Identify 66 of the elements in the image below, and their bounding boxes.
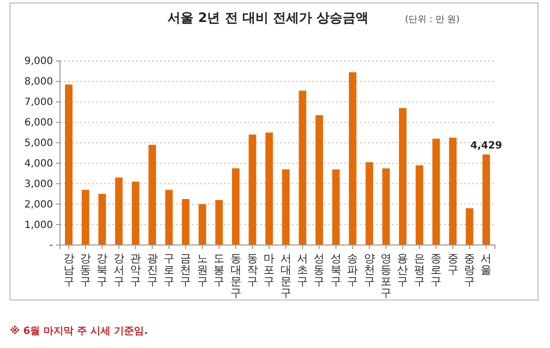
- x-tick-label: 성동구: [314, 252, 325, 288]
- x-tick-label: 동작구: [246, 252, 258, 288]
- bar: [232, 168, 240, 245]
- text: (단위 : 만 원): [405, 15, 460, 25]
- x-tick-label: 서울: [480, 252, 492, 276]
- x-tick-label: 강남구: [63, 252, 74, 288]
- y-tick-label: 1,000: [24, 220, 53, 231]
- y-tick-label: 9,000: [24, 56, 53, 68]
- x-tick-label: 동대문구: [230, 252, 242, 300]
- x-tick-label: 중구: [447, 252, 458, 276]
- text: ※ 6월 마지막 주 시세 기준임.: [10, 325, 148, 337]
- x-tick-label: 용산구: [397, 252, 408, 288]
- bar: [115, 178, 123, 245]
- x-tick-label: 노원구: [196, 252, 208, 288]
- bar: [282, 169, 290, 245]
- bar: [215, 200, 223, 245]
- y-tick-label: 4,000: [24, 158, 53, 170]
- data-label: 4,429: [470, 140, 502, 152]
- bar: [65, 84, 73, 245]
- x-tick-label: 종로구: [430, 252, 442, 288]
- bar: [132, 182, 140, 245]
- bar: [348, 72, 356, 245]
- x-tick-label: 마포구: [264, 252, 275, 288]
- bar: [198, 204, 206, 245]
- y-tick-label: 8,000: [24, 76, 53, 88]
- x-tick-label: 은평구: [414, 252, 425, 288]
- bar: [148, 144, 156, 245]
- y-tick-label: 2,000: [24, 199, 53, 210]
- y-tick-label: -: [49, 240, 54, 252]
- bar: [432, 138, 440, 245]
- bar: [382, 168, 390, 245]
- bar: [398, 108, 406, 245]
- x-tick-label: 구로구: [163, 252, 174, 288]
- chart-title: 서울 2년 전 대비 전세가 상승금액: [168, 11, 368, 26]
- x-tick-label: 도봉구: [214, 252, 225, 288]
- bar: [416, 165, 424, 245]
- x-tick-label: 서초구: [297, 252, 308, 288]
- bar: [332, 169, 340, 245]
- y-tick-label: 7,000: [24, 97, 53, 108]
- x-tick-label: 강동구: [80, 252, 91, 288]
- bar: [366, 162, 374, 245]
- bar: [182, 199, 190, 245]
- x-tick-label: 광진구: [146, 252, 158, 288]
- x-tick-label: 강북구: [96, 252, 108, 288]
- bar: [449, 138, 457, 245]
- x-tick-label: 강서구: [113, 252, 124, 288]
- x-tick-label: 양천구: [364, 252, 375, 288]
- x-tick-label: 성북구: [330, 252, 342, 288]
- bar: [298, 90, 306, 245]
- x-tick-label: 중랑구: [464, 252, 476, 288]
- y-tick-label: 6,000: [24, 118, 53, 129]
- y-tick-label: 3,000: [24, 178, 53, 190]
- x-tick-label: 관악구: [130, 252, 142, 288]
- bar: [165, 190, 173, 245]
- y-tick-label: 5,000: [24, 138, 53, 149]
- x-tick-label: 송파구: [347, 252, 358, 288]
- bar: [98, 194, 106, 245]
- bar: [265, 132, 273, 245]
- bar: [466, 208, 474, 245]
- bar: [248, 134, 256, 245]
- x-tick-label: 금천구: [180, 252, 192, 288]
- bar: [82, 190, 90, 245]
- x-tick-label: 영등포구: [380, 252, 392, 300]
- x-tick-label: 서대문구: [280, 252, 292, 300]
- bar: [482, 154, 490, 245]
- bar: [315, 115, 324, 245]
